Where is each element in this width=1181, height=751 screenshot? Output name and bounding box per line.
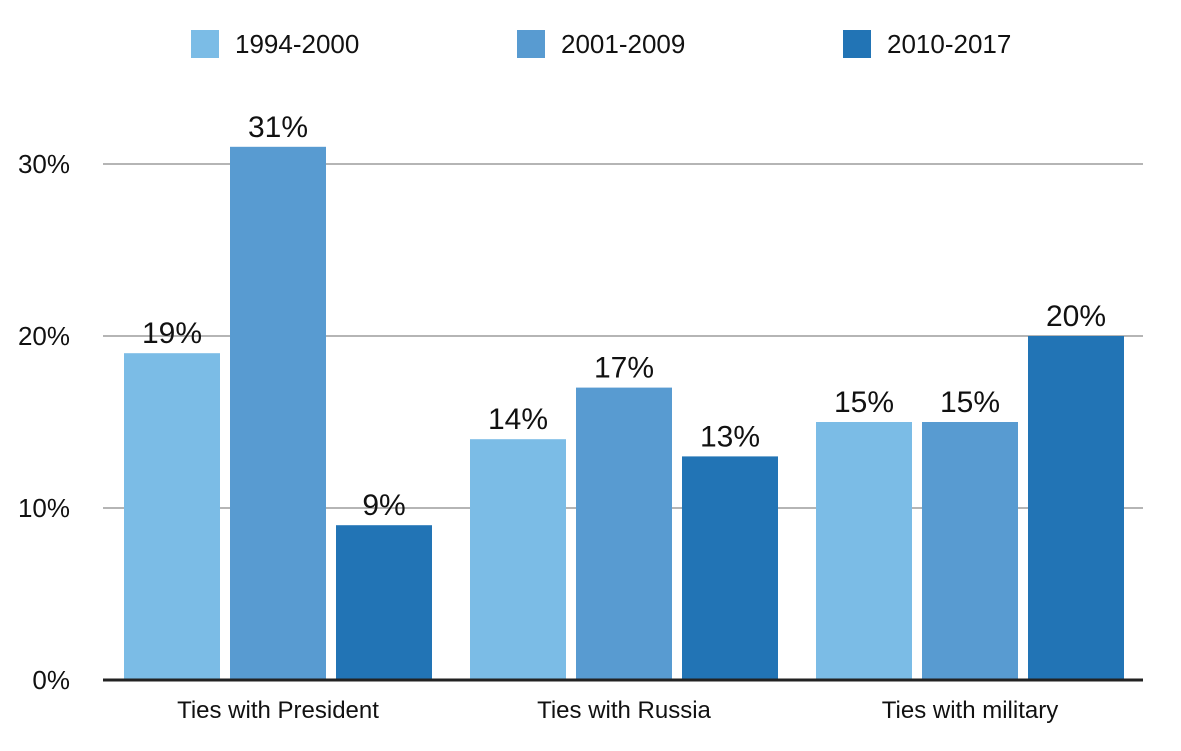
data-label: 9% — [362, 489, 405, 522]
legend-label: 2010-2017 — [887, 29, 1011, 59]
bar — [1028, 336, 1124, 680]
x-tick-label: Ties with Russia — [537, 697, 711, 724]
x-tick-label: Ties with President — [177, 697, 379, 724]
y-tick-label: 0% — [32, 665, 70, 695]
x-tick-label: Ties with military — [882, 697, 1058, 724]
bar — [576, 387, 672, 680]
legend-swatch — [843, 30, 871, 58]
bar — [336, 525, 432, 680]
y-tick-label: 20% — [18, 321, 70, 351]
y-tick-label: 10% — [18, 493, 70, 523]
y-tick-label: 30% — [18, 149, 70, 179]
legend-swatch — [517, 30, 545, 58]
data-label: 15% — [834, 386, 894, 419]
axes: 0% 10% 20% 30% Ties with President Ties with … — [18, 149, 1143, 724]
legend-label: 1994-2000 — [235, 29, 359, 59]
bars — [124, 146, 1124, 681]
data-label: 31% — [248, 111, 308, 144]
legend-swatch — [191, 30, 219, 58]
data-label: 13% — [700, 420, 760, 453]
legend: 1994-2000 2001-2009 2010-2017 — [191, 29, 1011, 59]
data-label: 15% — [940, 386, 1000, 419]
data-label: 17% — [594, 352, 654, 385]
legend-label: 2001-2009 — [561, 29, 685, 59]
bar — [470, 439, 566, 680]
labels: 19% 14% 15% 31% 17% 15% 9% 13% 20% — [142, 111, 1106, 522]
data-label: 19% — [142, 317, 202, 350]
bar — [230, 146, 326, 681]
data-label: 20% — [1046, 300, 1106, 333]
data-label: 14% — [488, 403, 548, 436]
bar — [816, 422, 912, 680]
bar — [124, 353, 220, 680]
bar — [682, 456, 778, 680]
bar — [922, 422, 1018, 680]
